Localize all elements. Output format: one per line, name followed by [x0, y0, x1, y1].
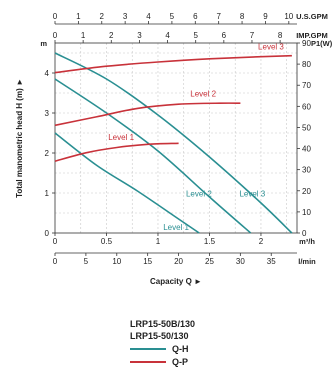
x-unit-impgpm: IMP.GPM — [296, 31, 328, 40]
y-tick-label-head: 4 — [45, 69, 50, 78]
qh-curve-level-3 — [54, 52, 293, 234]
y-tick-label-power: 40 — [302, 145, 311, 154]
x-tick-label-lmin: 10 — [112, 257, 121, 266]
x-tick-label-m3h: 0 — [53, 237, 58, 246]
x-tick-label-lmin: 15 — [143, 257, 152, 266]
qp-curve-level-1 — [54, 142, 179, 162]
x-tick-label-usgpm: 3 — [123, 12, 128, 21]
qh-label-level-1: Level 1 — [163, 223, 189, 232]
x-tick-label-usgpm: 7 — [216, 12, 221, 21]
x-tick-label-impgpm: 8 — [278, 31, 283, 40]
x-tick-label-m3h: 1.5 — [204, 237, 216, 246]
y-tick-label-power: 30 — [302, 166, 311, 175]
legend: LRP15-50B/130 LRP15-50/130 Q-H Q-P — [130, 318, 195, 368]
x-unit-usgpm: U.S.GPM — [296, 12, 328, 21]
x-tick-label-lmin: 20 — [174, 257, 183, 266]
x-tick-label-impgpm: 1 — [81, 31, 86, 40]
qp-curve-level-3 — [54, 54, 292, 74]
plot-frame — [54, 42, 298, 234]
y-tick-label-power: 90 — [302, 39, 311, 48]
x-tick-label-lmin: 0 — [53, 257, 58, 266]
qp-curve-level-2 — [54, 102, 241, 127]
y-tick-label-power: 50 — [302, 123, 311, 132]
x-unit-lmin: l/min — [298, 257, 316, 266]
qp-label-level-2: Level 2 — [190, 90, 216, 99]
x-tick-label-usgpm: 10 — [284, 12, 293, 21]
x-tick-label-impgpm: 7 — [250, 31, 255, 40]
x-axis-title: Capacity Q ► — [150, 277, 202, 286]
qp-label-level-1: Level 1 — [108, 133, 134, 142]
qh-label-level-2: Level 2 — [186, 190, 212, 199]
x-tick-label-impgpm: 2 — [109, 31, 114, 40]
x-tick-label-usgpm: 0 — [53, 12, 58, 21]
grid — [55, 43, 297, 233]
y-tick-label-power: 70 — [302, 81, 311, 90]
legend-model-2: LRP15-50/130 — [130, 331, 189, 341]
y-tick-label-power: 20 — [302, 187, 311, 196]
qh-curve-level-1 — [54, 132, 200, 234]
x-tick-label-m3h: 2 — [259, 237, 264, 246]
legend-label-qp: Q-P — [172, 356, 189, 367]
x-tick-label-usgpm: 4 — [146, 12, 151, 21]
legend-item-qh: Q-H — [130, 342, 195, 355]
y-axis-title: Total manometric head H (m) ► — [15, 78, 24, 198]
y-tick-label-head: 0 — [45, 229, 50, 238]
x-tick-label-impgpm: 5 — [193, 31, 198, 40]
y-tick-label-head: 3 — [45, 109, 50, 118]
y-tick-label-power: 10 — [302, 208, 311, 217]
legend-item-qp: Q-P — [130, 355, 195, 368]
qh-label-level-3: Level 3 — [239, 190, 265, 199]
x-tick-label-m3h: 0.5 — [101, 237, 113, 246]
y-unit-head: m — [40, 39, 47, 48]
x-tick-label-impgpm: 4 — [165, 31, 170, 40]
x-tick-label-lmin: 5 — [84, 257, 89, 266]
series: Level 1 Level 2 Level 3 Level 1 Level 2 Level… — [54, 43, 293, 234]
y-tick-label-power: 60 — [302, 102, 311, 111]
y-tick-label-head: 1 — [45, 189, 50, 198]
x-unit-m3h: m³/h — [299, 237, 315, 246]
x-tick-label-usgpm: 2 — [100, 12, 105, 21]
qh-curve-level-2 — [54, 78, 252, 234]
qp-label-level-3: Level 3 — [258, 43, 284, 52]
y-tick-label-power: 80 — [302, 60, 311, 69]
x-tick-label-impgpm: 3 — [137, 31, 142, 40]
y-unit-power: P1(W) — [311, 39, 333, 48]
x-tick-label-usgpm: 9 — [263, 12, 268, 21]
x-tick-label-usgpm: 1 — [76, 12, 81, 21]
legend-model-1: LRP15-50B/130 — [130, 319, 196, 329]
x-tick-label-usgpm: 5 — [170, 12, 175, 21]
x-tick-label-usgpm: 6 — [193, 12, 198, 21]
x-tick-label-impgpm: 0 — [53, 31, 58, 40]
x-tick-label-impgpm: 6 — [222, 31, 227, 40]
x-tick-label-lmin: 25 — [205, 257, 214, 266]
y-tick-label-power: 0 — [302, 229, 307, 238]
x-tick-label-m3h: 1 — [156, 237, 161, 246]
x-tick-label-lmin: 30 — [236, 257, 245, 266]
x-tick-label-usgpm: 8 — [240, 12, 245, 21]
legend-swatch-qp — [130, 360, 166, 363]
y-tick-label-head: 2 — [45, 149, 50, 158]
legend-swatch-qh — [130, 347, 166, 350]
x-tick-label-lmin: 35 — [267, 257, 276, 266]
legend-label-qh: Q-H — [172, 343, 189, 354]
